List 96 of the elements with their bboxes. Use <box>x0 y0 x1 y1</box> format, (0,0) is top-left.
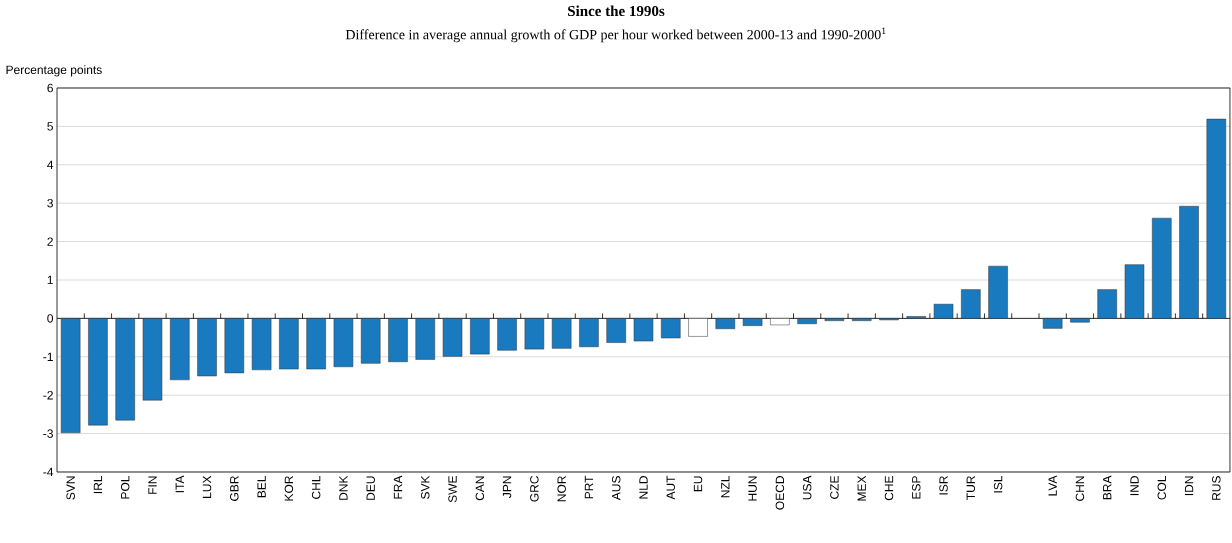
bar <box>961 289 981 319</box>
y-tick-label: -3 <box>43 429 53 438</box>
bar <box>197 318 217 377</box>
bar <box>1070 318 1090 323</box>
x-tick-label: ISL <box>993 475 1003 493</box>
x-tick-label: AUT <box>666 475 675 500</box>
x-tick-label: CZE <box>830 476 839 499</box>
x-tick-label: MEX <box>857 475 866 501</box>
bar <box>224 318 245 374</box>
x-tick-label: ESP <box>912 476 921 499</box>
y-tick-label: -4 <box>43 467 54 477</box>
chart-subtitle: Difference in average annual growth of GDP per hour worked between 2000-13 and 1990-2000$^{1}$ <box>345 27 886 43</box>
bar <box>715 318 736 329</box>
bar <box>1097 289 1117 319</box>
x-tick-label: SWE <box>448 476 457 503</box>
y-tick-label: 0 <box>47 314 54 323</box>
x-tick-label: OECD <box>775 476 785 510</box>
bar <box>333 318 354 368</box>
bar <box>933 303 954 319</box>
x-tick-label: GBR <box>230 476 239 501</box>
x-tick-label: COL <box>1157 475 1166 500</box>
bar <box>1179 206 1199 319</box>
x-tick-label: FRA <box>393 475 403 499</box>
x-tick-label: CHE <box>884 476 894 501</box>
bar <box>251 318 272 371</box>
x-tick-label: LVA <box>1048 475 1057 496</box>
bar <box>851 318 872 321</box>
bar <box>415 318 436 360</box>
x-tick-label: IRL <box>93 475 103 494</box>
bar <box>60 318 81 434</box>
bar <box>1042 318 1063 329</box>
x-tick-label: SVN <box>66 476 75 500</box>
bar <box>661 318 681 339</box>
bar <box>742 318 763 326</box>
bar <box>633 318 654 342</box>
y-axis-title: Percentage points <box>6 65 102 77</box>
x-tick-label: DEU <box>366 476 375 500</box>
x-tick-label: USA <box>802 475 812 500</box>
bar <box>524 318 545 350</box>
bar <box>1206 118 1227 319</box>
x-tick-label: POL <box>120 475 130 499</box>
x-tick-label: RUS <box>1212 476 1221 500</box>
y-tick-label: 3 <box>47 198 53 208</box>
bar <box>88 318 108 426</box>
x-tick-label: EU <box>693 476 703 492</box>
x-tick-label: ITA <box>175 475 184 493</box>
x-tick-label: IND <box>1130 476 1139 496</box>
x-tick-label: SVK <box>421 475 430 499</box>
bar <box>551 318 572 349</box>
bar <box>388 318 408 363</box>
bar <box>688 318 708 337</box>
y-tick-label: -2 <box>43 391 53 400</box>
x-tick-label: KOR <box>284 476 294 501</box>
x-tick-label: AUS <box>611 476 621 501</box>
bar <box>770 318 790 326</box>
bar <box>470 318 490 355</box>
x-tick-label: IDN <box>1184 476 1194 496</box>
bar <box>797 318 817 325</box>
x-tick-label: NZL <box>721 475 730 498</box>
bar <box>1152 217 1172 319</box>
y-tick-label: -1 <box>43 352 53 361</box>
bar <box>142 318 163 401</box>
bar <box>824 318 845 321</box>
x-tick-label: NOR <box>557 476 566 502</box>
x-tick-label: TUR <box>966 476 975 500</box>
x-tick-label: GRC <box>530 475 539 502</box>
bar <box>115 318 135 421</box>
x-tick-label: HUN <box>748 476 757 501</box>
bar <box>306 318 326 370</box>
y-tick-label: 6 <box>47 83 53 93</box>
x-tick-label: LUX <box>202 475 212 498</box>
bar <box>170 318 190 381</box>
bar <box>442 318 463 357</box>
x-tick-label: CHN <box>1075 476 1085 501</box>
bar <box>1124 264 1145 319</box>
x-tick-label: BEL <box>257 475 266 498</box>
x-tick-label: PRT <box>584 475 594 499</box>
x-tick-label: NLD <box>639 476 648 499</box>
x-tick-label: DNK <box>339 475 348 500</box>
bar <box>279 318 299 370</box>
y-tick-label: 1 <box>47 275 53 285</box>
x-tick-label: BRA <box>1103 475 1112 500</box>
bar <box>497 318 517 351</box>
bar <box>988 265 1008 319</box>
x-tick-label: CHL <box>311 475 321 499</box>
bar <box>579 318 599 348</box>
x-tick-label: ISR <box>939 476 948 495</box>
x-tick-label: CAN <box>475 476 485 501</box>
y-tick-label: 5 <box>47 122 53 131</box>
y-tick-label: 2 <box>47 237 53 246</box>
bar <box>360 318 381 364</box>
bar <box>606 318 626 343</box>
y-tick-label: 4 <box>47 160 54 169</box>
x-tick-label: FIN <box>148 476 157 494</box>
x-tick-label: JPN <box>502 476 512 498</box>
chart-title: Since the 1990s <box>568 5 665 17</box>
